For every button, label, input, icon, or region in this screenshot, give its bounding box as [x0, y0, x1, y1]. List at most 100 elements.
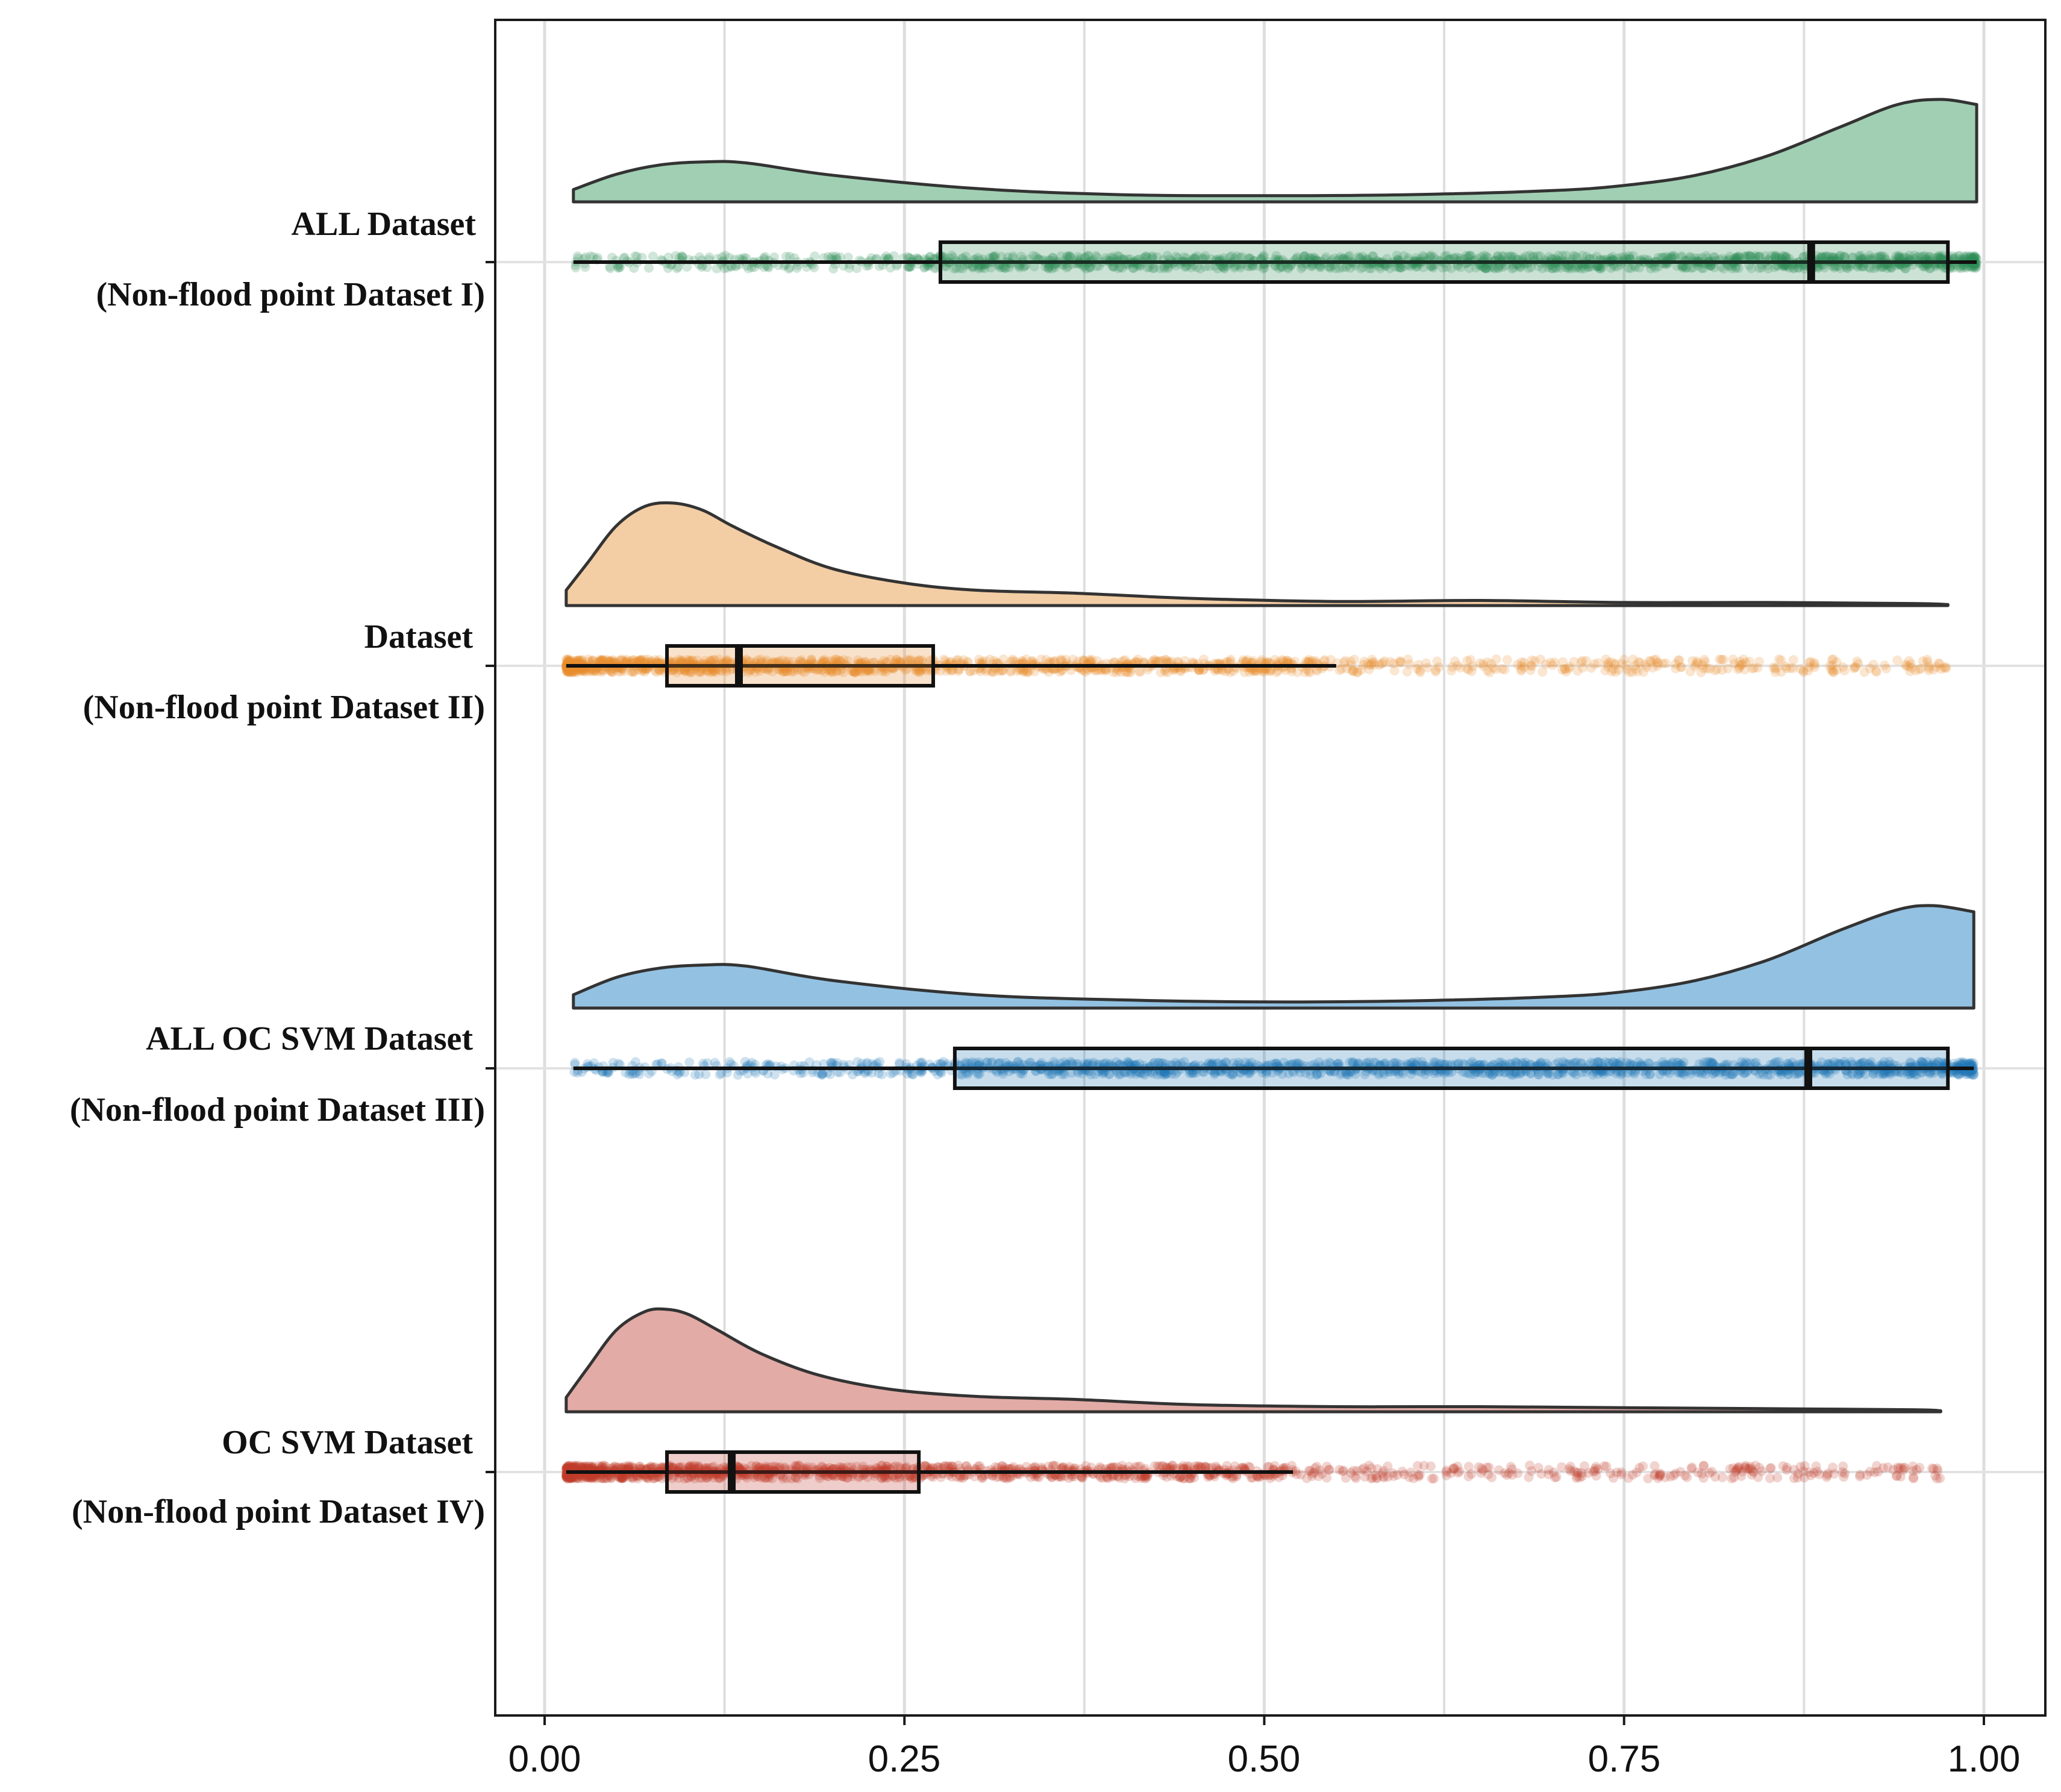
- point-s2: [593, 666, 603, 677]
- point-s1: [1583, 262, 1593, 272]
- point-s1: [1817, 251, 1827, 262]
- point-s1: [1710, 252, 1720, 263]
- point-s2: [1421, 658, 1431, 668]
- point-s1: [1592, 262, 1602, 272]
- point-s1: [949, 263, 959, 274]
- point-s1: [702, 262, 712, 272]
- point-s2: [1349, 666, 1359, 676]
- point-s1: [759, 262, 769, 272]
- point-s1: [1628, 251, 1638, 261]
- point-s1: [1734, 252, 1745, 263]
- point-s3: [684, 1057, 695, 1068]
- point-s1: [1766, 251, 1777, 261]
- point-s1: [1662, 252, 1672, 262]
- point-s1: [648, 251, 658, 262]
- point-s1: [1669, 251, 1679, 261]
- point-s2: [1569, 657, 1579, 667]
- point-s1: [1062, 252, 1072, 262]
- point-s2: [1716, 654, 1727, 665]
- point-s1: [1446, 263, 1456, 274]
- point-s2: [1776, 655, 1786, 665]
- point-s1: [1597, 262, 1607, 272]
- point-s1: [671, 251, 681, 261]
- point-s1: [823, 252, 833, 262]
- point-s1: [1778, 251, 1788, 261]
- point-s2: [1572, 666, 1583, 676]
- point-s2: [1402, 666, 1412, 677]
- point-s1: [1799, 251, 1809, 262]
- point-s2: [1242, 655, 1253, 665]
- point-s2: [1018, 666, 1028, 677]
- point-s2: [1651, 654, 1661, 665]
- point-s2: [1134, 666, 1145, 677]
- point-s1: [844, 263, 854, 273]
- point-s1: [672, 263, 682, 274]
- point-s2: [1403, 654, 1413, 665]
- point-s1: [1509, 252, 1519, 262]
- point-s1: [1677, 252, 1686, 263]
- point-s2: [1910, 665, 1921, 675]
- point-s4: [1765, 1473, 1775, 1483]
- point-s2: [1788, 655, 1798, 665]
- point-s3: [746, 1057, 757, 1068]
- point-s1: [1466, 251, 1476, 261]
- point-s1: [785, 263, 795, 273]
- point-s1: [605, 262, 615, 272]
- point-s1: [1493, 263, 1503, 274]
- point-s1: [1745, 251, 1756, 262]
- series-layer: [561, 98, 1981, 1494]
- point-s1: [1568, 251, 1578, 261]
- point-s1: [1682, 263, 1692, 272]
- point-s1: [1464, 251, 1474, 261]
- point-s4: [1757, 1466, 1767, 1476]
- point-s1: [1331, 263, 1340, 274]
- point-s1: [629, 263, 639, 273]
- point-s1: [746, 262, 757, 272]
- point-s1: [1747, 263, 1757, 274]
- point-s2: [1577, 656, 1587, 666]
- point-s1: [1856, 251, 1866, 260]
- point-s1: [1134, 262, 1145, 272]
- point-s1: [1149, 263, 1159, 273]
- point-s2: [1722, 663, 1733, 674]
- point-s1: [605, 263, 616, 274]
- point-s1: [1343, 252, 1354, 262]
- point-s1: [1563, 262, 1573, 272]
- point-s1: [632, 251, 642, 262]
- point-s1: [1779, 251, 1789, 262]
- point-s1: [905, 262, 916, 272]
- point-s4: [1580, 1461, 1589, 1471]
- point-s1: [711, 263, 722, 274]
- point-s1: [704, 252, 715, 262]
- point-s1: [1462, 251, 1471, 261]
- point-s3: [694, 1069, 704, 1079]
- point-s1: [1299, 251, 1309, 262]
- point-s1: [1956, 263, 1966, 274]
- point-s1: [1551, 263, 1561, 273]
- point-s1: [1813, 263, 1823, 273]
- point-s1: [1821, 251, 1831, 261]
- box-s3: [952, 1047, 1950, 1090]
- point-s1: [1506, 251, 1516, 262]
- point-s1: [1345, 251, 1355, 261]
- point-s1: [781, 251, 791, 262]
- point-s1: [1440, 251, 1450, 262]
- point-s1: [1296, 263, 1306, 274]
- point-s1: [1869, 263, 1880, 274]
- point-s1: [1385, 263, 1395, 274]
- point-s2: [1696, 667, 1706, 677]
- point-s1: [1315, 262, 1325, 272]
- point-s1: [1820, 252, 1830, 262]
- point-s2: [1541, 659, 1551, 669]
- point-s2: [1776, 667, 1786, 677]
- point-s1: [1854, 251, 1864, 262]
- point-s1: [1062, 263, 1072, 273]
- point-s1: [1744, 251, 1754, 261]
- point-s1: [1572, 262, 1582, 272]
- point-s1: [1732, 252, 1742, 263]
- point-s2: [1795, 664, 1806, 674]
- point-s1: [1969, 252, 1980, 262]
- series-s1: [571, 98, 1981, 284]
- point-s2: [1661, 658, 1671, 668]
